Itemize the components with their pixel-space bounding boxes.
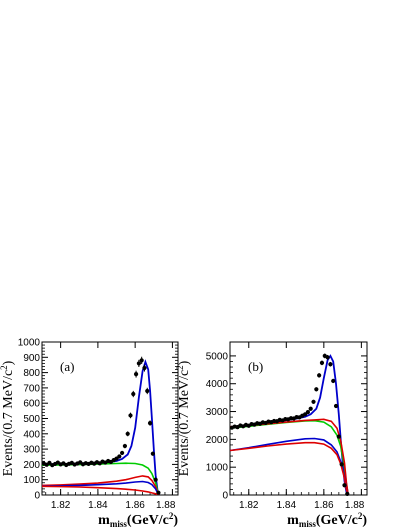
y-tick-label: 700 <box>23 383 40 394</box>
background-green-curve <box>230 419 349 495</box>
data-points <box>41 356 161 495</box>
data-point <box>122 443 128 449</box>
data-point <box>319 360 325 365</box>
x-tick-label: 1.82 <box>51 500 71 511</box>
data-point <box>128 413 133 418</box>
x-axis-title: mmiss(GeV/c2) <box>287 511 367 527</box>
data-point <box>345 491 350 496</box>
y-tick-label: 400 <box>23 429 40 440</box>
y-tick-label: 800 <box>23 368 40 379</box>
y-tick-label: 200 <box>23 460 40 471</box>
y-tick-label: 500 <box>23 414 40 425</box>
data-point <box>147 420 153 426</box>
y-axis-title: Events/(0.7 MeV/c2) <box>0 360 16 476</box>
data-point <box>325 355 330 360</box>
y-axis-title-main: Events/(0.7 MeV/c <box>177 370 192 477</box>
data-point <box>150 451 155 456</box>
background-red-lower-curve <box>230 441 349 495</box>
data-point <box>117 454 122 459</box>
data-point <box>308 406 313 411</box>
x-tick-label: 1.82 <box>239 500 259 511</box>
x-axis-title-unit: (GeV/c <box>316 513 358 527</box>
data-point <box>317 373 322 378</box>
data-point <box>342 483 347 488</box>
curves <box>42 359 161 495</box>
x-tick-label: 1.84 <box>88 500 108 511</box>
data-point <box>331 378 336 384</box>
data-point <box>47 460 52 465</box>
x-axis-title-sup: 2 <box>358 511 363 521</box>
x-axis-title-main: m <box>98 513 110 527</box>
y-axis-title-main: Events/(0.7 MeV/c <box>1 370 16 477</box>
data-point <box>136 361 141 366</box>
x-tick-label: 1.86 <box>314 500 334 511</box>
y-tick-label: 600 <box>23 399 40 410</box>
x-axis-title-main: m <box>287 513 299 527</box>
data-point <box>139 358 144 363</box>
x-axis-title-close: ) <box>173 513 178 527</box>
y-axis-title-sup: 2 <box>175 365 185 370</box>
y-tick-label: 4000 <box>206 379 229 390</box>
x-tick-label: 1.86 <box>125 500 145 511</box>
data-point <box>125 431 130 436</box>
data-point <box>336 434 341 439</box>
data-point <box>305 410 310 415</box>
data-point <box>142 365 147 371</box>
x-tick-label: 1.88 <box>345 500 365 511</box>
x-axis-title-sub: miss <box>110 519 128 527</box>
data-point <box>333 403 339 409</box>
y-tick-label: 1000 <box>18 338 41 349</box>
data-point <box>131 391 136 397</box>
y-tick-label: 0 <box>34 491 40 502</box>
x-axis-title-sub: miss <box>299 519 317 527</box>
background-red-upper-curve <box>230 418 349 495</box>
x-axis-title-sup: 2 <box>169 511 174 521</box>
background-red-curve <box>42 475 161 495</box>
panel-label: (b) <box>248 359 263 374</box>
x-axis-title-unit: (GeV/c <box>127 513 169 527</box>
y-axis-title-close: ) <box>1 360 16 365</box>
panel-a: 0 100 200 300 400 500 600 700 800 900 1000 1.82 1.84… <box>0 338 179 527</box>
background-red-lower-curve <box>42 485 160 495</box>
y-tick-label: 900 <box>23 353 40 364</box>
x-tick-label: 1.84 <box>277 500 297 511</box>
data-point <box>314 387 319 392</box>
y-tick-label: 100 <box>23 475 40 486</box>
data-point <box>302 412 308 417</box>
y-tick-label: 5000 <box>206 351 229 362</box>
data-point <box>328 362 333 367</box>
data-point <box>339 462 344 467</box>
y-tick-label: 3000 <box>206 407 229 418</box>
data-point <box>133 372 139 377</box>
y-axis-title-sup: 2 <box>0 365 9 370</box>
x-axis-title: mmiss(GeV/c2) <box>98 511 178 527</box>
y-tick-label: 300 <box>23 445 40 456</box>
panel-label: (a) <box>60 359 74 374</box>
data-points <box>229 353 350 496</box>
data-point <box>311 399 316 404</box>
data-point <box>153 477 158 482</box>
y-tick-label: 2000 <box>206 435 229 446</box>
y-tick-label: 0 <box>222 491 228 502</box>
total-fit-curve <box>42 359 161 495</box>
data-point <box>120 450 125 456</box>
data-point <box>145 388 150 394</box>
x-axis-title-close: ) <box>362 513 367 527</box>
data-point <box>156 490 161 495</box>
background-green-curve <box>42 462 161 495</box>
panel-b: 0 1000 2000 3000 4000 5000 1.82 1.84 1.86 1.88 (b)… <box>175 341 368 527</box>
y-axis-title-close: ) <box>177 360 192 365</box>
y-tick-label: 1000 <box>206 463 229 474</box>
plot-frame <box>229 341 368 496</box>
x-tick-label: 1.88 <box>156 500 176 511</box>
background-blue-curve <box>42 480 161 495</box>
y-axis-title: Events/(0.7 MeV/c2) <box>175 360 192 476</box>
